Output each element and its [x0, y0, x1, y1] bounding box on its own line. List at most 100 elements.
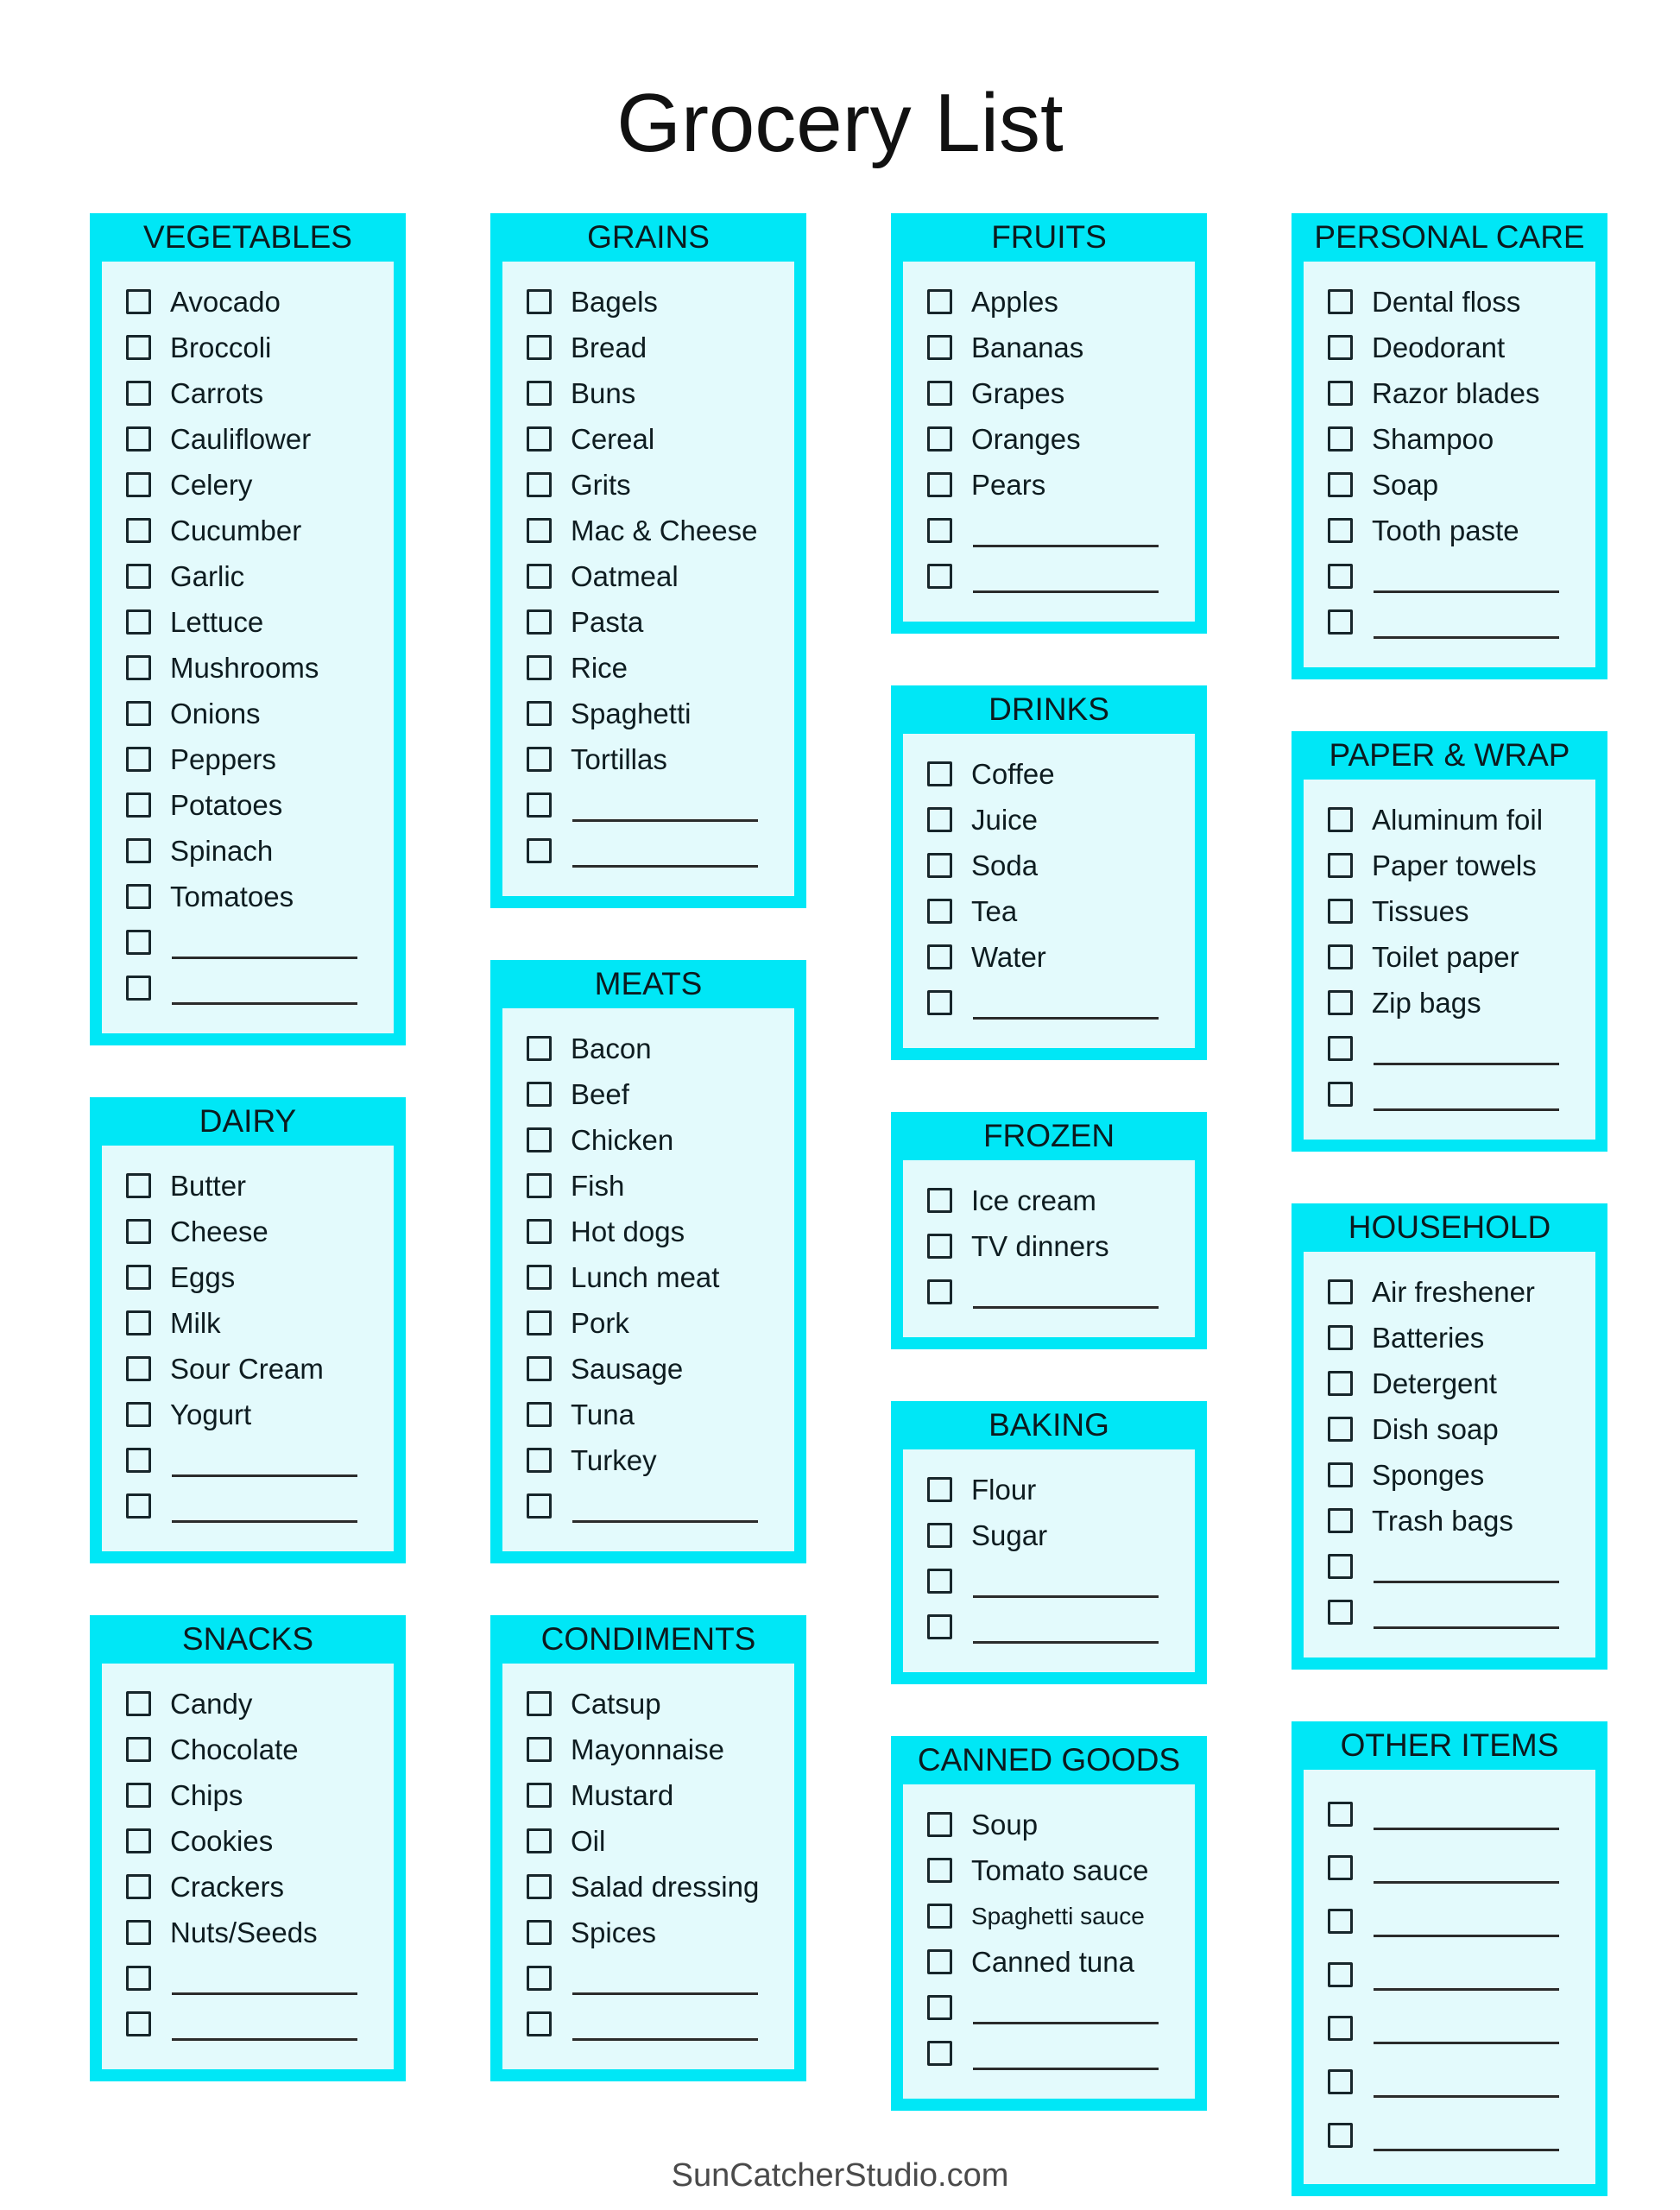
checkbox-icon[interactable]	[527, 472, 552, 497]
checkbox-icon[interactable]	[527, 1173, 552, 1198]
checkbox-icon[interactable]	[1328, 381, 1353, 406]
checkbox-icon[interactable]	[126, 1966, 151, 1991]
checkbox-icon[interactable]	[527, 1127, 552, 1152]
checkbox-icon[interactable]	[1328, 853, 1353, 878]
checkbox-icon[interactable]	[927, 1904, 952, 1929]
checkbox-icon[interactable]	[927, 853, 952, 878]
checkbox-icon[interactable]	[527, 1737, 552, 1762]
checkbox-icon[interactable]	[527, 1402, 552, 1427]
checkbox-icon[interactable]	[1328, 1801, 1353, 1827]
blank-write-line[interactable]	[172, 972, 357, 1005]
checkbox-icon[interactable]	[527, 1265, 552, 1290]
checkbox-icon[interactable]	[927, 990, 952, 1015]
checkbox-icon[interactable]	[126, 1737, 151, 1762]
blank-write-line[interactable]	[1374, 1797, 1559, 1830]
checkbox-icon[interactable]	[927, 426, 952, 451]
checkbox-icon[interactable]	[126, 1828, 151, 1853]
checkbox-icon[interactable]	[927, 1858, 952, 1883]
checkbox-icon[interactable]	[927, 472, 952, 497]
blank-write-line[interactable]	[1374, 1078, 1559, 1111]
checkbox-icon[interactable]	[1328, 426, 1353, 451]
checkbox-icon[interactable]	[126, 1691, 151, 1716]
blank-write-line[interactable]	[1374, 2118, 1559, 2151]
checkbox-icon[interactable]	[527, 1783, 552, 1808]
checkbox-icon[interactable]	[126, 1920, 151, 1945]
checkbox-icon[interactable]	[126, 289, 151, 314]
checkbox-icon[interactable]	[927, 807, 952, 832]
checkbox-icon[interactable]	[527, 564, 552, 589]
blank-write-line[interactable]	[572, 2008, 758, 2041]
checkbox-icon[interactable]	[1328, 335, 1353, 360]
checkbox-icon[interactable]	[927, 944, 952, 969]
blank-write-line[interactable]	[172, 1962, 357, 1995]
blank-write-line[interactable]	[1374, 560, 1559, 593]
checkbox-icon[interactable]	[927, 518, 952, 543]
blank-write-line[interactable]	[973, 987, 1159, 1020]
checkbox-icon[interactable]	[927, 1614, 952, 1639]
checkbox-icon[interactable]	[927, 1234, 952, 1259]
checkbox-icon[interactable]	[126, 518, 151, 543]
checkbox-icon[interactable]	[927, 289, 952, 314]
checkbox-icon[interactable]	[1328, 289, 1353, 314]
checkbox-icon[interactable]	[927, 1812, 952, 1837]
checkbox-icon[interactable]	[126, 1493, 151, 1519]
checkbox-icon[interactable]	[126, 792, 151, 818]
checkbox-icon[interactable]	[927, 1995, 952, 2020]
blank-write-line[interactable]	[1374, 2065, 1559, 2098]
blank-write-line[interactable]	[973, 1276, 1159, 1309]
checkbox-icon[interactable]	[927, 1523, 952, 1548]
checkbox-icon[interactable]	[927, 761, 952, 786]
checkbox-icon[interactable]	[527, 289, 552, 314]
blank-write-line[interactable]	[1374, 2011, 1559, 2044]
blank-write-line[interactable]	[1374, 606, 1559, 639]
checkbox-icon[interactable]	[1328, 2015, 1353, 2041]
checkbox-icon[interactable]	[126, 838, 151, 863]
checkbox-icon[interactable]	[126, 564, 151, 589]
blank-write-line[interactable]	[973, 1565, 1159, 1598]
checkbox-icon[interactable]	[126, 1448, 151, 1473]
blank-write-line[interactable]	[572, 835, 758, 868]
checkbox-icon[interactable]	[1328, 1279, 1353, 1304]
checkbox-icon[interactable]	[527, 792, 552, 818]
checkbox-icon[interactable]	[1328, 2122, 1353, 2148]
checkbox-icon[interactable]	[1328, 990, 1353, 1015]
checkbox-icon[interactable]	[527, 426, 552, 451]
checkbox-icon[interactable]	[527, 1966, 552, 1991]
checkbox-icon[interactable]	[527, 1310, 552, 1335]
checkbox-icon[interactable]	[1328, 1554, 1353, 1579]
checkbox-icon[interactable]	[927, 2041, 952, 2066]
checkbox-icon[interactable]	[1328, 899, 1353, 924]
checkbox-icon[interactable]	[126, 1265, 151, 1290]
checkbox-icon[interactable]	[126, 426, 151, 451]
checkbox-icon[interactable]	[1328, 1082, 1353, 1107]
blank-write-line[interactable]	[973, 560, 1159, 593]
checkbox-icon[interactable]	[1328, 1854, 1353, 1880]
checkbox-icon[interactable]	[1328, 1600, 1353, 1625]
checkbox-icon[interactable]	[126, 701, 151, 726]
checkbox-icon[interactable]	[126, 381, 151, 406]
checkbox-icon[interactable]	[126, 747, 151, 772]
checkbox-icon[interactable]	[527, 1920, 552, 1945]
checkbox-icon[interactable]	[126, 609, 151, 635]
checkbox-icon[interactable]	[527, 335, 552, 360]
checkbox-icon[interactable]	[1328, 2068, 1353, 2094]
checkbox-icon[interactable]	[527, 1448, 552, 1473]
checkbox-icon[interactable]	[126, 1402, 151, 1427]
checkbox-icon[interactable]	[527, 2011, 552, 2036]
checkbox-icon[interactable]	[126, 1310, 151, 1335]
checkbox-icon[interactable]	[527, 747, 552, 772]
checkbox-icon[interactable]	[527, 1082, 552, 1107]
checkbox-icon[interactable]	[126, 930, 151, 955]
checkbox-icon[interactable]	[1328, 944, 1353, 969]
checkbox-icon[interactable]	[1328, 1417, 1353, 1442]
checkbox-icon[interactable]	[1328, 807, 1353, 832]
checkbox-icon[interactable]	[126, 1783, 151, 1808]
blank-write-line[interactable]	[172, 1444, 357, 1477]
checkbox-icon[interactable]	[1328, 518, 1353, 543]
checkbox-icon[interactable]	[527, 518, 552, 543]
blank-write-line[interactable]	[973, 2037, 1159, 2070]
checkbox-icon[interactable]	[527, 1874, 552, 1899]
checkbox-icon[interactable]	[1328, 1325, 1353, 1350]
checkbox-icon[interactable]	[126, 2011, 151, 2036]
checkbox-icon[interactable]	[126, 976, 151, 1001]
